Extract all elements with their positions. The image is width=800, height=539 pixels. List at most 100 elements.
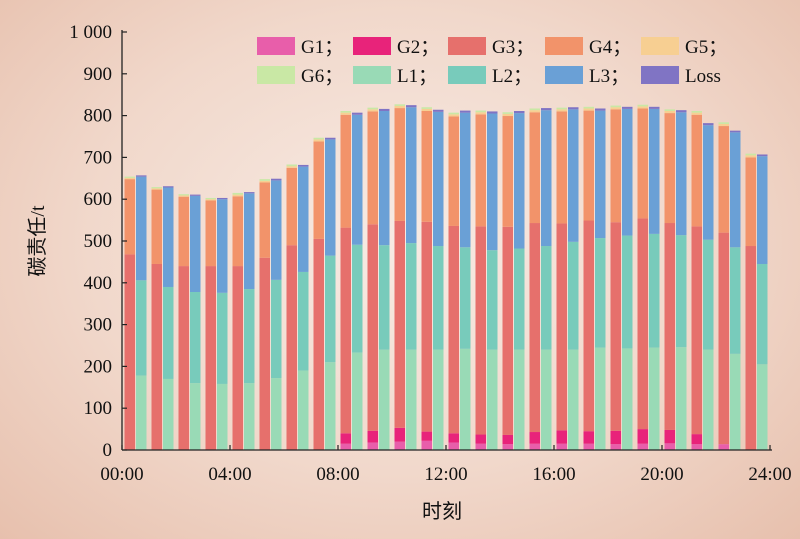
bar-load-loss-h20 [676, 110, 687, 113]
bar-load-l2-h5 [271, 279, 282, 379]
legend-label: G5； [685, 37, 727, 58]
legend-swatch [353, 37, 391, 55]
bar-gen-g4-h9 [367, 111, 378, 225]
bar-load-l3-h19 [649, 108, 660, 234]
bar-gen-g4-h11 [421, 111, 432, 222]
bar-gen-g3-h9 [367, 224, 378, 431]
bar-gen-g3-h0 [124, 254, 135, 450]
y-tick-label: 300 [84, 315, 113, 336]
bar-load-l2-h22 [730, 247, 741, 354]
bar-load-loss-h18 [622, 106, 633, 109]
y-axis-title: 碳责任/t [26, 205, 49, 277]
bar-load-loss-h19 [649, 106, 660, 109]
bar-gen-g5-h16 [556, 109, 567, 112]
bar-load-l3-h14 [514, 113, 525, 249]
bar-gen-g1-h18 [610, 444, 621, 450]
bar-gen-g3-h15 [529, 223, 540, 433]
legend-label: G1； [301, 37, 343, 58]
x-tick-label: 20:00 [640, 464, 683, 485]
bar-gen-g6-h4 [232, 192, 243, 195]
bar-load-l2-h20 [676, 235, 687, 348]
bar-gen-g4-h17 [583, 110, 594, 221]
bar-load-l3-h18 [622, 108, 633, 236]
bar-gen-g6-h15 [529, 108, 540, 111]
bar-gen-g5-h8 [340, 112, 351, 115]
bar-gen-g3-h4 [232, 266, 243, 450]
bar-gen-g3-h20 [664, 223, 675, 430]
bar-gen-g3-h14 [502, 226, 513, 435]
bar-gen-g6-h12 [448, 112, 459, 115]
bar-load-l1-h15 [541, 349, 552, 450]
bar-load-loss-h8 [352, 112, 363, 115]
bar-gen-g1-h22 [718, 444, 729, 450]
bar-load-l3-h0 [136, 176, 147, 281]
bar-gen-g5-h2 [178, 195, 189, 197]
bar-gen-g2-h16 [556, 430, 567, 444]
legend-swatch [545, 37, 583, 55]
bar-gen-g5-h15 [529, 110, 540, 113]
legend-swatch [545, 66, 583, 84]
bar-load-loss-h15 [541, 108, 552, 111]
bar-gen-g4-h3 [205, 200, 216, 267]
bar-gen-g5-h9 [367, 109, 378, 112]
bar-gen-g2-h13 [475, 434, 486, 444]
bar-gen-g4-h0 [124, 179, 135, 255]
bar-load-l3-h5 [271, 180, 282, 280]
y-tick-label: 0 [103, 440, 113, 461]
legend-swatch [448, 37, 486, 55]
y-tick-label: 100 [84, 398, 113, 419]
bar-load-l1-h7 [325, 362, 336, 450]
bar-gen-g4-h15 [529, 112, 540, 224]
bar-load-l3-h1 [163, 187, 174, 287]
bar-load-l3-h7 [325, 139, 336, 256]
bar-load-l2-h4 [244, 289, 255, 384]
bar-gen-g5-h4 [232, 194, 243, 197]
bar-gen-g1-h20 [664, 443, 675, 450]
bar-load-loss-h6 [298, 164, 309, 167]
bar-gen-g6-h2 [178, 194, 189, 196]
bar-load-l2-h7 [325, 255, 336, 363]
bar-gen-g4-h21 [691, 114, 702, 227]
bar-gen-g4-h8 [340, 114, 351, 228]
legend-swatch [353, 66, 391, 84]
bar-gen-g6-h7 [313, 137, 324, 140]
bar-load-l1-h11 [433, 349, 444, 450]
bar-gen-g4-h16 [556, 111, 567, 224]
x-tick-label: 24:00 [748, 464, 791, 485]
bar-gen-g2-h19 [637, 429, 648, 444]
bar-gen-g6-h22 [718, 122, 729, 124]
bar-load-loss-h1 [163, 186, 174, 188]
bar-load-l3-h15 [541, 110, 552, 247]
bar-load-l3-h9 [379, 111, 390, 246]
bar-gen-g3-h1 [151, 263, 162, 450]
bar-gen-g5-h10 [394, 105, 405, 109]
bar-load-l2-h17 [595, 238, 606, 348]
bar-gen-g4-h18 [610, 109, 621, 223]
bar-gen-g3-h5 [259, 257, 270, 450]
legend-label: L3； [589, 66, 629, 87]
bar-load-l3-h10 [406, 107, 417, 244]
legend-label: L2； [492, 66, 532, 87]
legend-label: G2； [397, 37, 439, 58]
bar-load-l2-h3 [217, 292, 228, 384]
bar-load-l1-h14 [514, 349, 525, 450]
y-tick-label: 700 [84, 147, 113, 168]
bar-gen-g5-h19 [637, 106, 648, 109]
y-tick-label: 500 [84, 231, 113, 252]
axes-layer: 0 100 200 300 400 500 600 700 800 900 1 000 00:00 04… [26, 22, 792, 523]
bar-gen-g3-h6 [286, 245, 297, 450]
bar-gen-g2-h17 [583, 431, 594, 444]
bar-load-l1-h0 [136, 375, 147, 450]
bar-gen-g1-h21 [691, 444, 702, 450]
bar-load-l1-h13 [487, 349, 498, 450]
bar-gen-g6-h11 [421, 107, 432, 109]
bar-load-l1-h9 [379, 349, 390, 450]
bar-load-l1-h5 [271, 378, 282, 450]
bar-load-loss-h17 [595, 108, 606, 111]
bar-gen-g5-h12 [448, 114, 459, 117]
bar-load-l1-h4 [244, 383, 255, 450]
bar-load-l3-h3 [217, 199, 228, 293]
bar-load-loss-h2 [190, 194, 201, 196]
bar-gen-g3-h13 [475, 226, 486, 435]
legend: G1； G2； G3； G4； G5； G6； L1； L2； L3； Loss [257, 37, 727, 87]
